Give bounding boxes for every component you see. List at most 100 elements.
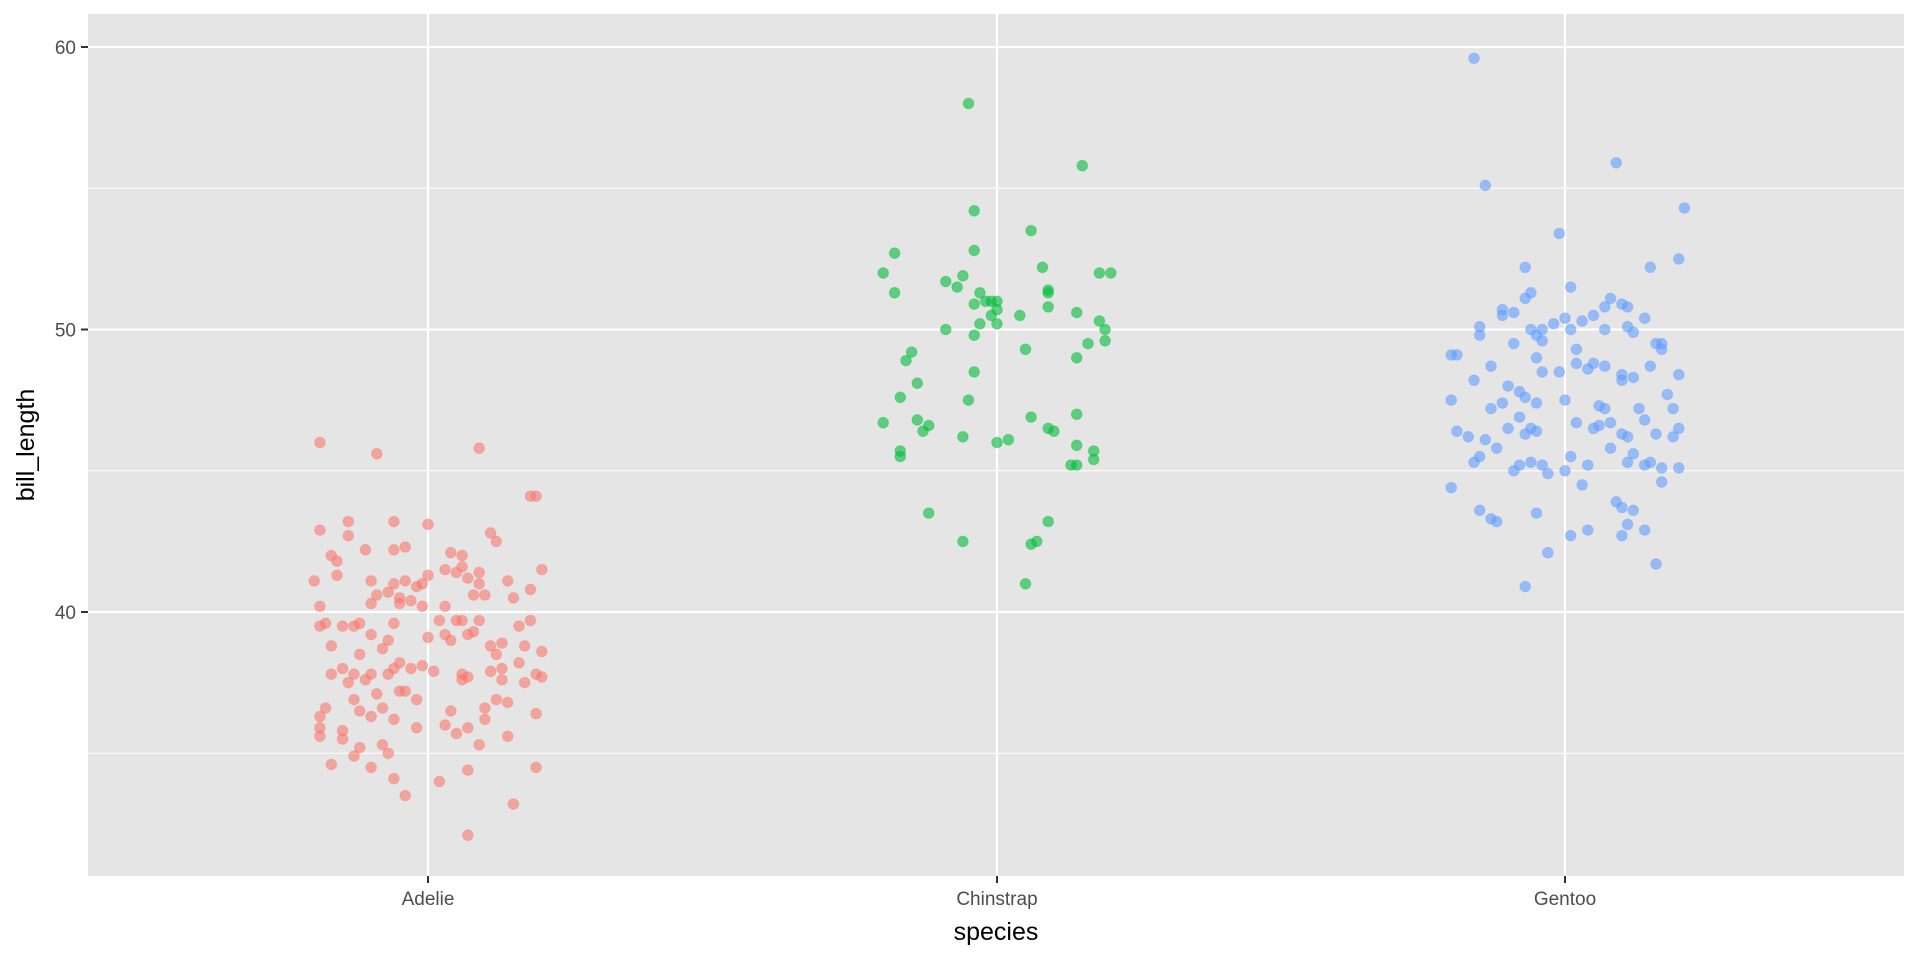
- data-point-chinstrap: [1002, 433, 1015, 446]
- data-point-adelie: [479, 589, 491, 601]
- data-point-gentoo: [1655, 476, 1668, 488]
- data-point-adelie: [388, 515, 400, 528]
- data-point-gentoo: [1598, 323, 1611, 336]
- data-point-gentoo: [1445, 481, 1458, 494]
- data-point-gentoo: [1616, 529, 1628, 542]
- data-point-adelie: [422, 569, 434, 582]
- data-point-gentoo: [1559, 394, 1571, 407]
- data-point-chinstrap: [974, 317, 986, 330]
- data-point-adelie: [433, 614, 446, 627]
- data-point-adelie: [433, 775, 446, 788]
- data-point-adelie: [382, 586, 395, 599]
- data-point-adelie: [444, 634, 457, 647]
- data-point-adelie: [473, 442, 486, 455]
- data-point-adelie: [325, 668, 338, 681]
- data-point-gentoo: [1638, 524, 1651, 536]
- data-point-adelie: [524, 583, 537, 596]
- data-point-adelie: [382, 747, 395, 760]
- data-point-chinstrap: [939, 275, 952, 288]
- data-point-adelie: [461, 721, 474, 734]
- data-point-gentoo: [1616, 501, 1628, 514]
- y-tick-label: 50: [55, 321, 76, 342]
- data-point-adelie: [439, 600, 452, 613]
- data-point-adelie: [507, 592, 520, 604]
- data-point-adelie: [348, 693, 360, 706]
- data-point-gentoo: [1536, 334, 1549, 347]
- data-point-adelie: [467, 589, 480, 601]
- data-point-adelie: [422, 518, 434, 531]
- data-point-adelie: [456, 614, 469, 627]
- data-point-adelie: [513, 656, 525, 669]
- data-point-chinstrap: [894, 450, 907, 463]
- x-tick-label-adelie: Adelie: [402, 889, 455, 910]
- data-point-adelie: [388, 617, 400, 630]
- data-point-gentoo: [1507, 337, 1520, 350]
- data-point-adelie: [353, 648, 366, 661]
- data-point-gentoo: [1542, 546, 1554, 559]
- data-point-chinstrap: [1013, 309, 1026, 322]
- data-point-gentoo: [1576, 479, 1588, 491]
- data-point-adelie: [388, 772, 400, 785]
- data-point-gentoo: [1473, 450, 1486, 463]
- data-point-adelie: [399, 541, 412, 553]
- data-point-adelie: [359, 543, 372, 556]
- data-point-adelie: [513, 620, 525, 632]
- data-point-chinstrap: [968, 298, 981, 311]
- data-point-chinstrap: [900, 354, 912, 367]
- data-point-adelie: [484, 527, 497, 539]
- y-tick-label: 60: [55, 38, 76, 59]
- data-point-gentoo: [1536, 366, 1549, 378]
- data-point-chinstrap: [1099, 323, 1111, 336]
- data-point-gentoo: [1536, 459, 1549, 472]
- data-point-gentoo: [1564, 323, 1577, 336]
- data-point-adelie: [518, 676, 531, 689]
- data-point-chinstrap: [877, 416, 890, 429]
- data-point-gentoo: [1621, 301, 1634, 313]
- data-point-chinstrap: [1093, 267, 1106, 279]
- data-point-gentoo: [1604, 442, 1617, 455]
- data-point-adelie: [444, 705, 457, 717]
- data-point-chinstrap: [979, 295, 992, 308]
- data-point-adelie: [342, 515, 355, 528]
- data-point-gentoo: [1672, 422, 1685, 435]
- x-tick-label-gentoo: Gentoo: [1534, 889, 1596, 910]
- data-point-adelie: [496, 673, 508, 686]
- data-point-adelie: [382, 634, 395, 647]
- data-point-adelie: [456, 549, 469, 562]
- data-point-gentoo: [1672, 253, 1685, 265]
- data-point-chinstrap: [1042, 515, 1055, 528]
- data-point-gentoo: [1644, 360, 1657, 373]
- data-point-gentoo: [1490, 515, 1503, 528]
- data-point-adelie: [422, 631, 434, 644]
- data-point-gentoo: [1598, 360, 1611, 373]
- data-point-chinstrap: [1042, 301, 1055, 313]
- data-point-gentoo: [1633, 402, 1645, 415]
- data-point-adelie: [365, 668, 378, 681]
- data-point-adelie: [507, 798, 520, 810]
- data-point-chinstrap: [991, 303, 1003, 316]
- data-point-chinstrap: [957, 535, 969, 548]
- data-point-adelie: [473, 738, 486, 751]
- data-point-gentoo: [1581, 524, 1594, 536]
- data-point-gentoo: [1530, 397, 1543, 409]
- data-point-gentoo: [1667, 430, 1679, 443]
- data-point-gentoo: [1513, 459, 1526, 472]
- data-point-gentoo: [1621, 518, 1634, 531]
- grid-lines: [88, 14, 1904, 876]
- data-point-adelie: [393, 597, 406, 610]
- data-point-adelie: [365, 628, 378, 641]
- data-point-adelie: [348, 668, 360, 681]
- data-point-gentoo: [1650, 558, 1662, 570]
- data-point-adelie: [484, 665, 497, 678]
- data-point-adelie: [496, 662, 508, 675]
- data-point-adelie: [399, 789, 412, 802]
- data-point-adelie: [456, 668, 469, 681]
- data-point-gentoo: [1468, 374, 1480, 387]
- data-point-chinstrap: [888, 286, 901, 299]
- data-point-gentoo: [1678, 202, 1691, 214]
- data-point-gentoo: [1564, 281, 1577, 294]
- data-point-adelie: [501, 696, 514, 709]
- data-point-chinstrap: [911, 377, 924, 390]
- data-point-chinstrap: [1036, 261, 1049, 274]
